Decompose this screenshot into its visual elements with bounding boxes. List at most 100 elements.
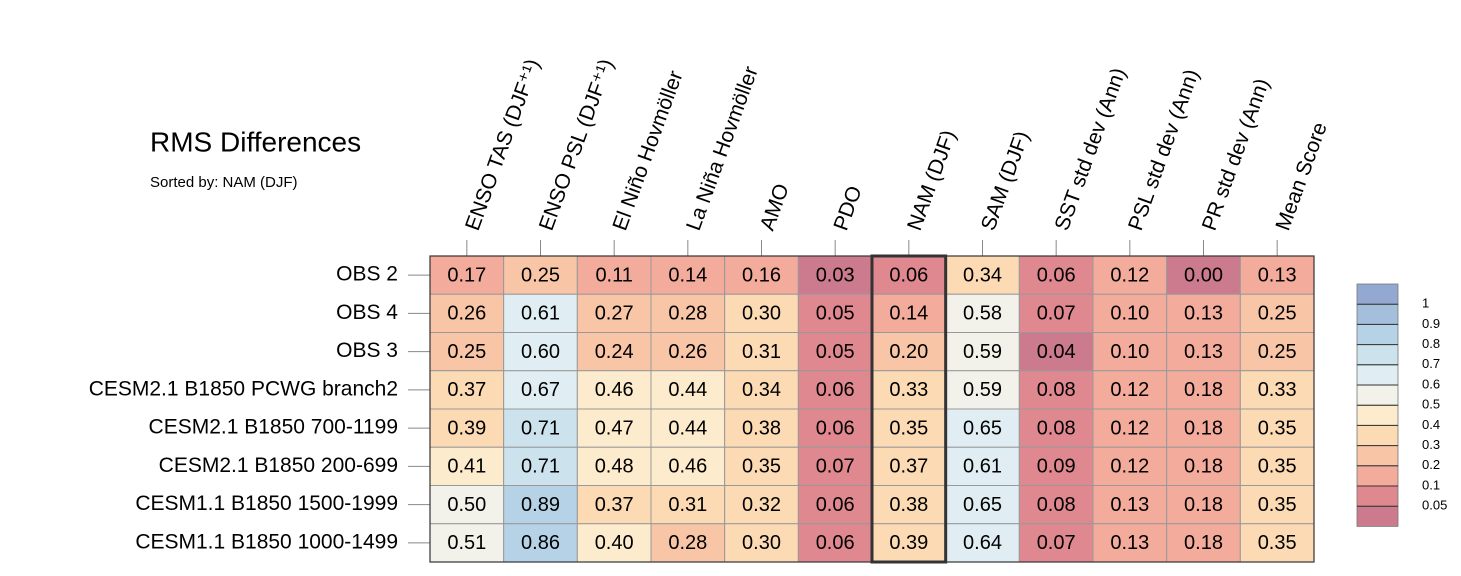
heatmap-cell xyxy=(1166,408,1241,448)
heatmap-cell xyxy=(650,446,726,486)
colorbar-box xyxy=(1356,364,1399,386)
heatmap-cell xyxy=(797,332,873,372)
heatmap-cell xyxy=(503,408,578,448)
heatmap-cell xyxy=(797,446,873,486)
row-label: OBS 3 xyxy=(336,339,398,362)
cell-label: 0.40 xyxy=(595,532,634,554)
heatmap-cell xyxy=(1018,255,1094,295)
cell-label: 0.64 xyxy=(963,532,1002,554)
heatmap-cell xyxy=(1018,408,1094,448)
cell-label: 0.04 xyxy=(1037,341,1076,363)
cell-label: 0.37 xyxy=(595,494,634,516)
cell-label: 0.12 xyxy=(1110,264,1149,286)
cell-label: 0.06 xyxy=(1037,264,1076,286)
cell-label: 0.05 xyxy=(816,303,855,325)
cell-label: 0.26 xyxy=(668,341,707,363)
heatmap-cell xyxy=(576,523,652,563)
column-label: PR std dev (Ann) xyxy=(1198,75,1274,233)
heatmap-cell xyxy=(650,370,726,410)
cell-label: 0.38 xyxy=(742,417,781,439)
heatmap-cell xyxy=(1092,523,1168,563)
cell-label: 0.86 xyxy=(521,532,560,554)
cell-label: 0.37 xyxy=(447,379,486,401)
cell-label: 0.18 xyxy=(1184,456,1223,478)
cell-label: 0.35 xyxy=(742,456,781,478)
cell-label: 0.35 xyxy=(889,417,928,439)
cell-label: 0.06 xyxy=(816,532,855,554)
cell-label: 0.37 xyxy=(889,456,928,478)
cell-label: 0.28 xyxy=(668,532,707,554)
cell-label: 0.25 xyxy=(1258,341,1297,363)
heatmap-cell xyxy=(1018,293,1094,333)
heatmap-cell xyxy=(945,408,1020,448)
cell-label: 0.06 xyxy=(816,417,855,439)
column-label: PSL std dev (Ann) xyxy=(1124,66,1204,233)
cell-label: 0.14 xyxy=(889,303,928,325)
cell-label: 0.13 xyxy=(1258,264,1297,286)
heatmap-cell xyxy=(576,255,652,295)
colorbar-label: 0.3 xyxy=(1422,437,1440,452)
cell-label: 0.18 xyxy=(1184,379,1223,401)
cell-label: 0.35 xyxy=(1258,417,1297,439)
cell-label: 0.71 xyxy=(521,456,560,478)
row-label: CESM1.1 B1850 1000-1499 xyxy=(135,530,398,553)
cell-label: 0.27 xyxy=(595,303,634,325)
cell-label: 0.25 xyxy=(1258,303,1297,325)
cell-label: 0.06 xyxy=(816,379,855,401)
heatmap-cell xyxy=(1166,293,1241,333)
column-label: ENSO PSL (DJF⁺¹) xyxy=(535,56,618,234)
cell-label: 0.31 xyxy=(668,494,707,516)
cell-label: 0.33 xyxy=(1258,379,1297,401)
colorbar-box xyxy=(1356,505,1399,527)
cell-label: 0.35 xyxy=(1258,494,1297,516)
cell-label: 0.16 xyxy=(742,264,781,286)
column-label: PDO xyxy=(829,183,866,234)
cell-label: 0.34 xyxy=(963,264,1002,286)
cell-label: 0.08 xyxy=(1037,417,1076,439)
cell-label: 0.89 xyxy=(521,494,560,516)
colorbar-box xyxy=(1356,344,1399,366)
cell-label: 0.14 xyxy=(668,264,707,286)
heatmap-cell xyxy=(724,370,799,410)
heatmap-cell xyxy=(503,446,578,486)
colorbar-label: 0.2 xyxy=(1422,457,1440,472)
heatmap-cell xyxy=(871,255,947,295)
colorbar-box xyxy=(1356,465,1399,487)
colorbar-label: 1 xyxy=(1422,296,1429,311)
heatmap-cell xyxy=(576,446,652,486)
cell-label: 0.46 xyxy=(668,456,707,478)
cell-label: 0.11 xyxy=(595,264,632,286)
cell-label: 0.08 xyxy=(1037,494,1076,516)
cell-label: 0.35 xyxy=(1258,456,1297,478)
colorbar-box xyxy=(1356,424,1399,446)
cell-label: 0.07 xyxy=(1037,532,1076,554)
cell-label: 0.13 xyxy=(1184,303,1223,325)
heatmap-cell xyxy=(1018,370,1094,410)
colorbar-label: 0.05 xyxy=(1422,498,1447,513)
cell-label: 0.48 xyxy=(595,456,634,478)
row-label: CESM2.1 B1850 200-699 xyxy=(159,454,398,477)
chart-title: RMS Differences xyxy=(150,126,361,157)
colorbar-box xyxy=(1356,283,1399,305)
cell-label: 0.30 xyxy=(742,532,781,554)
cell-label: 0.44 xyxy=(668,417,707,439)
heatmap-cell xyxy=(429,485,505,525)
cell-label: 0.03 xyxy=(816,264,855,286)
cell-label: 0.06 xyxy=(889,264,928,286)
colorbar-label: 0.4 xyxy=(1422,417,1440,432)
cell-label: 0.18 xyxy=(1184,417,1223,439)
heatmap-cell xyxy=(650,293,726,333)
heatmap-cell xyxy=(797,370,873,410)
cell-label: 0.24 xyxy=(595,341,634,363)
cell-label: 0.08 xyxy=(1037,379,1076,401)
colorbar-label: 0.7 xyxy=(1422,356,1440,371)
heatmap-cell xyxy=(1239,523,1315,563)
row-label: OBS 2 xyxy=(336,263,398,286)
cell-label: 0.59 xyxy=(963,379,1002,401)
cell-label: 0.35 xyxy=(1258,532,1297,554)
cell-label: 0.61 xyxy=(963,456,1002,478)
cell-label: 0.13 xyxy=(1184,341,1223,363)
cell-label: 0.60 xyxy=(521,341,560,363)
heatmap-cell xyxy=(1018,523,1094,563)
